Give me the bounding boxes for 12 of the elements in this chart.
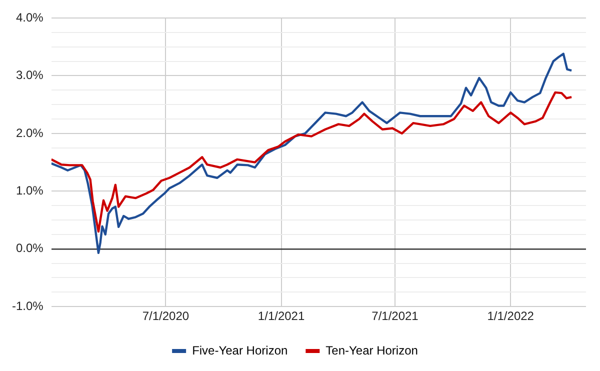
y-tick-label: 0.0%	[16, 241, 44, 256]
legend-label: Five-Year Horizon	[192, 343, 288, 358]
y-tick-label: 3.0%	[16, 68, 44, 82]
y-tick-label: 4.0%	[16, 10, 44, 24]
x-tick-label: 1/1/2021	[258, 309, 305, 324]
legend-label: Ten-Year Horizon	[326, 343, 418, 358]
y-tick-label: 2.0%	[16, 126, 44, 140]
y-tick-label: -1.0%	[12, 298, 44, 313]
x-tick-label: 7/1/2020	[142, 309, 190, 324]
x-tick-label: 7/1/2021	[372, 309, 419, 324]
y-tick-label: 1.0%	[16, 183, 44, 198]
x-tick-label: 1/1/2022	[487, 309, 534, 324]
